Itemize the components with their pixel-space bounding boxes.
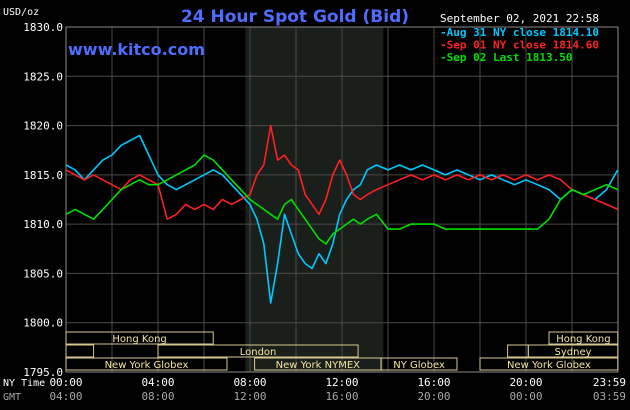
y-tick-label: 1815.0 — [23, 169, 63, 182]
session-bar: Sydney — [527, 344, 619, 358]
x-tick-label: 12:00 — [325, 376, 358, 389]
y-tick-label: 1795.0 — [23, 366, 63, 379]
session-label: NY Globex — [393, 360, 445, 371]
x-tick-label: 03:59 — [593, 390, 626, 403]
session-bar: London — [157, 344, 359, 358]
x-tick-label: 20:00 — [509, 376, 542, 389]
session-bar — [65, 344, 95, 358]
y-tick-label: 1805.0 — [23, 267, 63, 280]
session-bar: New York Globex — [65, 357, 228, 371]
session-label: Hong Kong — [112, 334, 166, 345]
y-tick-label: 1830.0 — [23, 21, 63, 34]
chart-title: 24 Hour Spot Gold (Bid) — [181, 7, 409, 27]
session-label: London — [240, 347, 277, 358]
session-label: Sydney — [555, 347, 592, 358]
x-axis-row-label: GMT — [3, 392, 21, 403]
x-tick-label: 16:00 — [417, 376, 450, 389]
x-axis-row-label: NY Time — [3, 378, 45, 389]
nymex-session-shade — [245, 27, 384, 372]
chart-timestamp: September 02, 2021 22:58 — [440, 12, 599, 25]
session-bar: NY Globex — [380, 357, 458, 371]
x-tick-label: 00:00 — [509, 390, 542, 403]
x-tick-label: 20:00 — [417, 390, 450, 403]
session-label: New York Globex — [105, 360, 189, 371]
series-line-1 — [65, 134, 619, 304]
plot-frame — [65, 26, 619, 373]
x-tick-label: 04:00 — [49, 390, 82, 403]
chart-legend: -Aug 31 NY close 1814.10-Sep 01 NY close… — [440, 26, 599, 64]
session-bar: Hong Kong — [65, 331, 214, 345]
y-tick-label: 1810.0 — [23, 218, 63, 231]
series-line-3 — [65, 154, 619, 245]
x-tick-label: 04:00 — [141, 376, 174, 389]
y-tick-label: 1800.0 — [23, 317, 63, 330]
legend-entry: -Sep 02 Last 1813.50 — [440, 51, 572, 64]
y-axis-label: USD/oz — [3, 7, 39, 18]
legend-entry: -Sep 01 NY close 1814.60 — [440, 39, 599, 52]
session-bar: Hong Kong — [548, 331, 619, 345]
x-tick-label: 16:00 — [325, 390, 358, 403]
session-label: New York Globex — [507, 360, 591, 371]
y-tick-label: 1820.0 — [23, 120, 63, 133]
session-bar: New York Globex — [479, 357, 619, 371]
x-tick-label: 08:00 — [233, 376, 266, 389]
legend-entry: -Aug 31 NY close 1814.10 — [440, 26, 599, 39]
y-tick-label: 1825.0 — [23, 70, 63, 83]
x-tick-label: 12:00 — [233, 390, 266, 403]
session-label: Hong Kong — [556, 334, 610, 345]
series-line-2 — [65, 124, 619, 220]
x-tick-label: 00:00 — [49, 376, 82, 389]
x-tick-label: 23:59 — [593, 376, 626, 389]
watermark-url: www.kitco.com — [68, 40, 205, 59]
x-tick-label: 08:00 — [141, 390, 174, 403]
session-label: New York NYMEX — [276, 360, 361, 371]
